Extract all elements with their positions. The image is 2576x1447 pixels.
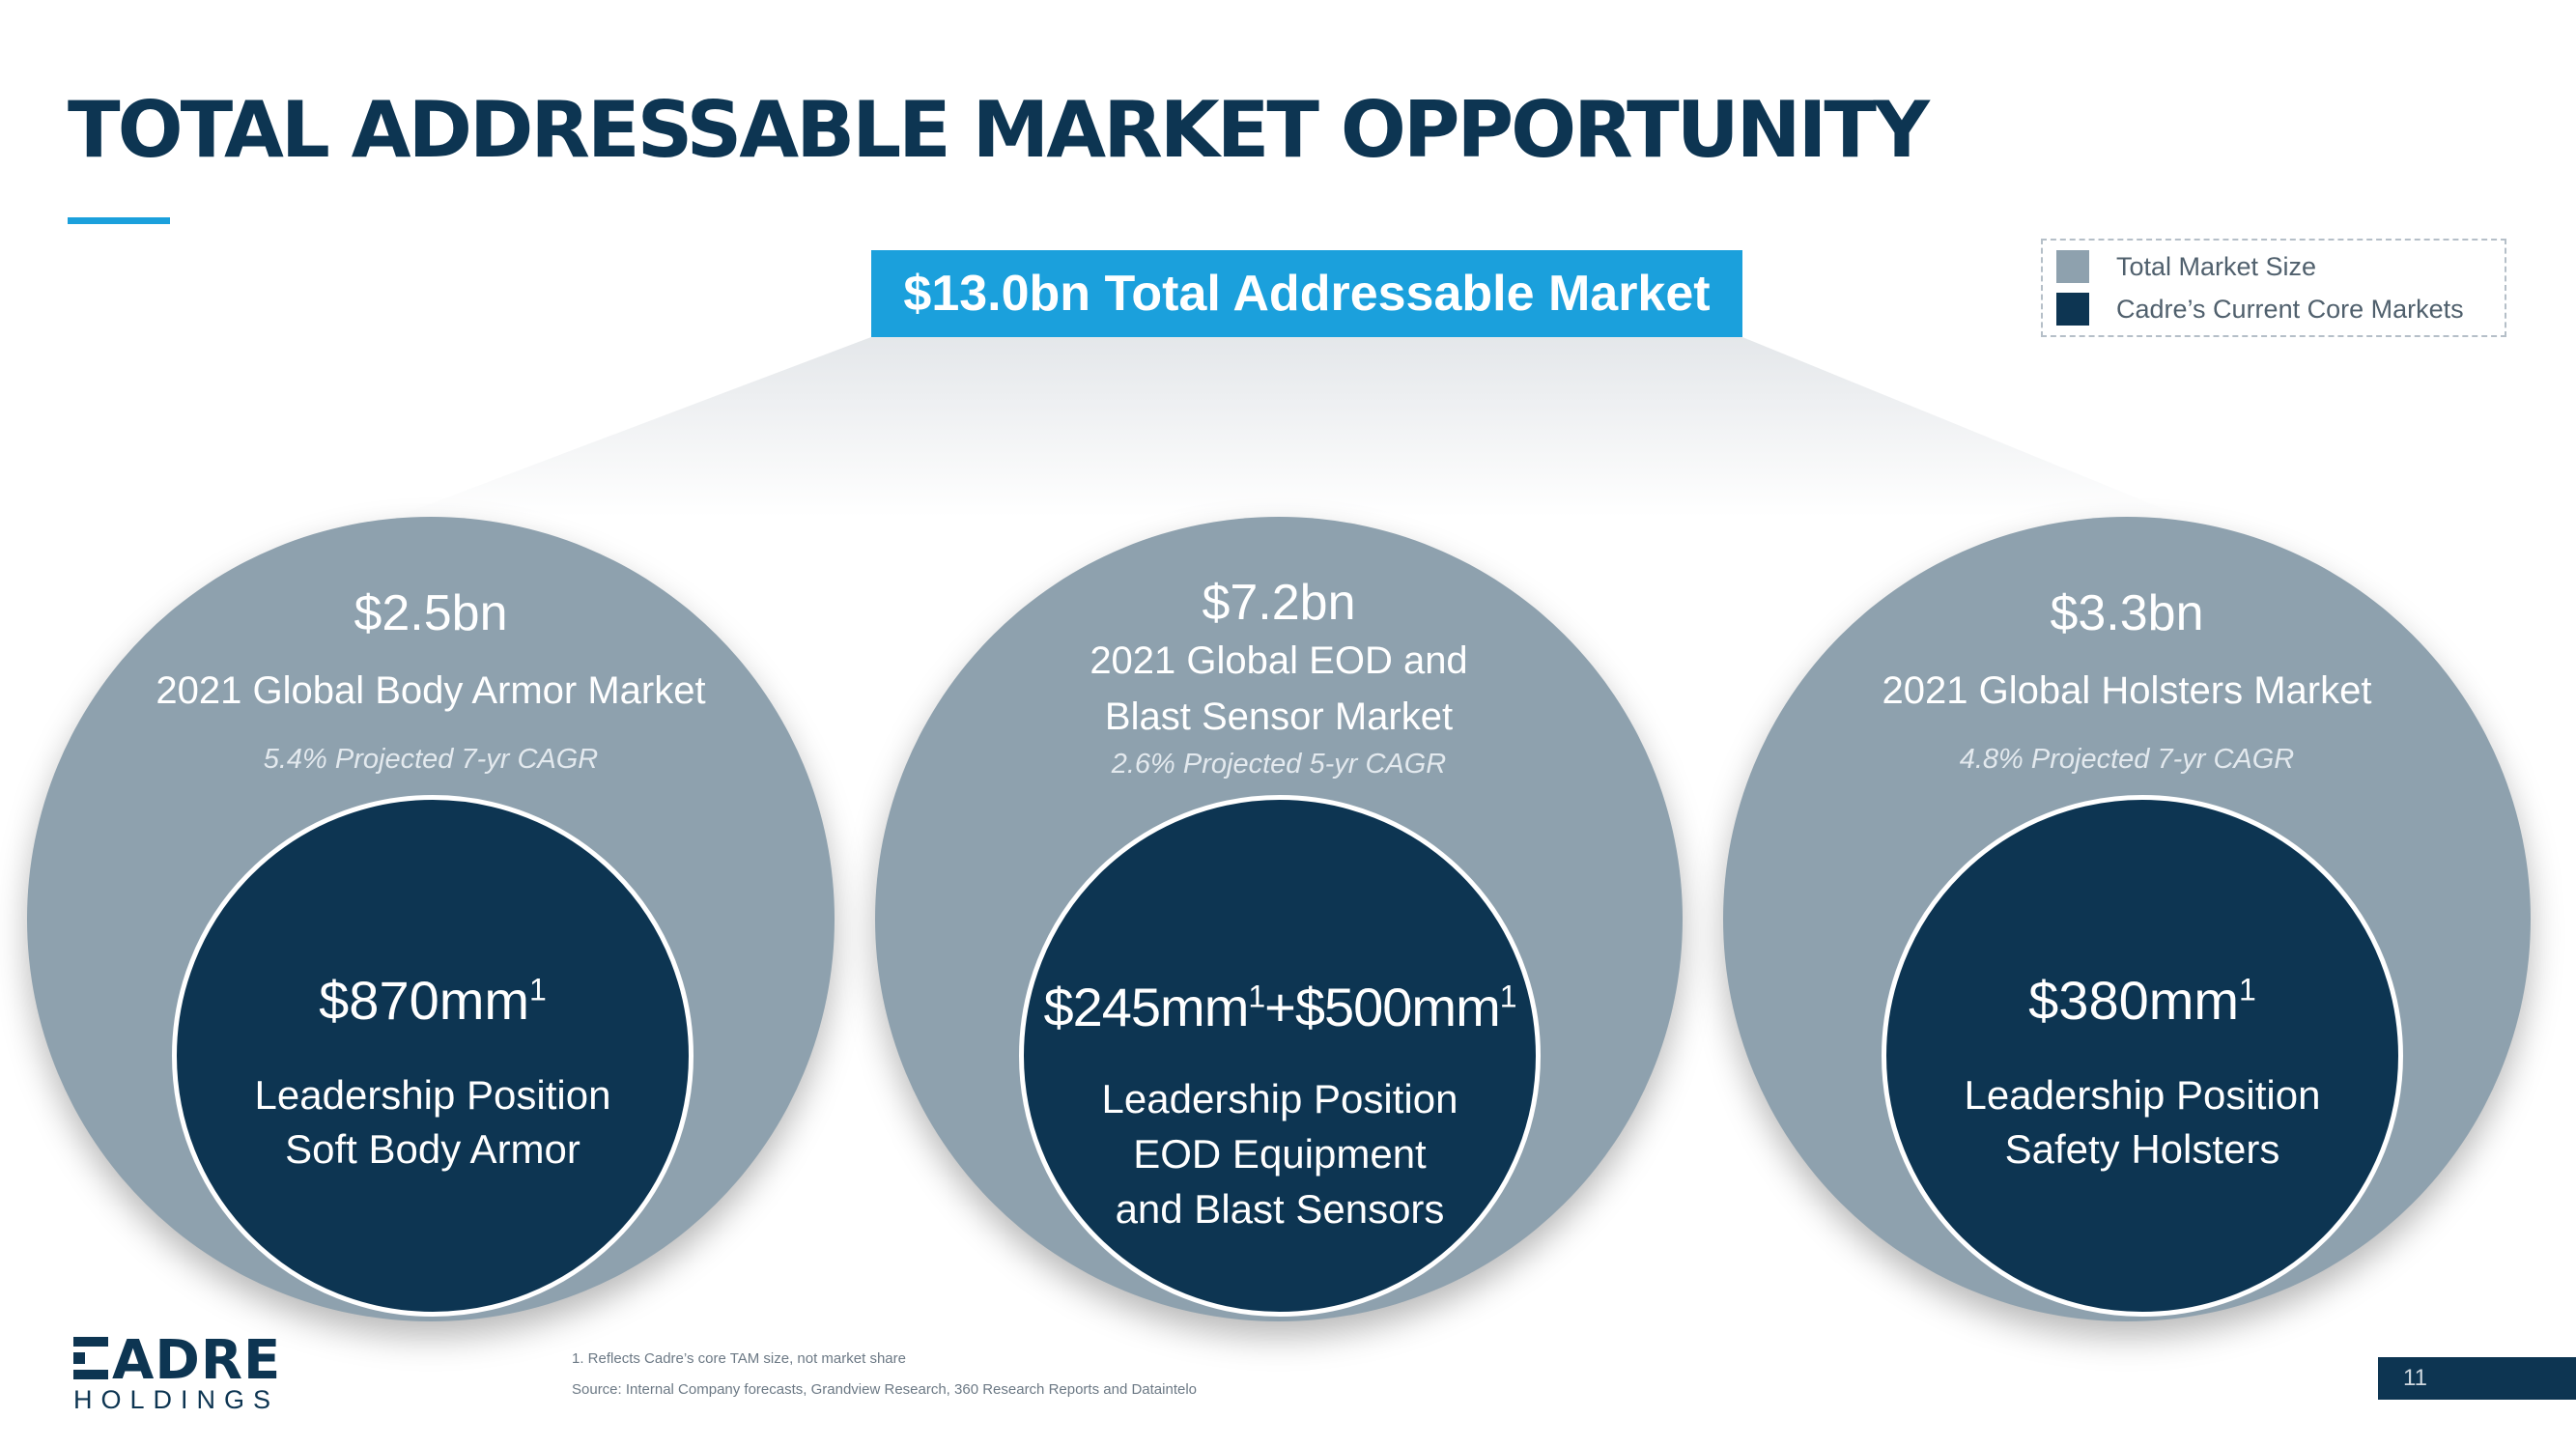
market-name-line1: 2021 Global EOD and bbox=[1090, 639, 1468, 682]
page-title: TOTAL ADDRESSABLE MARKET OPPORTUNITY bbox=[68, 85, 1930, 175]
market-name: 2021 Global Holsters Market bbox=[1882, 669, 2372, 712]
market-cagr: 2.6% Projected 5-yr CAGR bbox=[1111, 749, 1447, 780]
market-cagr: 5.4% Projected 7-yr CAGR bbox=[263, 744, 599, 775]
market-value: $2.5bn bbox=[354, 585, 508, 641]
legend-label: Cadre’s Current Core Markets bbox=[2116, 294, 2464, 324]
core-position: Leadership Position bbox=[1101, 1076, 1458, 1121]
source-note: Source: Internal Company forecasts, Gran… bbox=[572, 1381, 1197, 1398]
core-segment-line1: EOD Equipment bbox=[1133, 1131, 1427, 1177]
page-number: 11 bbox=[2403, 1365, 2427, 1391]
market-name-line2: Blast Sensor Market bbox=[1104, 695, 1454, 738]
logo-wordmark: ADRE bbox=[112, 1329, 282, 1392]
logo-c-mark-icon bbox=[73, 1337, 108, 1379]
company-logo: ADRE HOLDINGS bbox=[73, 1329, 286, 1420]
market-value: $7.2bn bbox=[1202, 575, 1356, 631]
core-market-value: $870mm1 bbox=[319, 970, 547, 1031]
core-segment-line2: and Blast Sensors bbox=[1115, 1186, 1445, 1232]
core-segment: Safety Holsters bbox=[2004, 1126, 2280, 1172]
core-position: Leadership Position bbox=[254, 1072, 611, 1118]
core-market-value: $245mm1+$500mm1 bbox=[1043, 977, 1516, 1037]
core-position: Leadership Position bbox=[1964, 1072, 2321, 1118]
legend: Total Market Size Cadre’s Current Core M… bbox=[2041, 239, 2506, 337]
core-segment: Soft Body Armor bbox=[285, 1126, 580, 1172]
core-circle-holsters bbox=[1882, 795, 2403, 1317]
legend-swatch-core bbox=[2056, 293, 2089, 326]
core-circle-body-armor bbox=[172, 795, 694, 1317]
market-value: $3.3bn bbox=[2050, 585, 2204, 641]
market-cagr: 4.8% Projected 7-yr CAGR bbox=[1959, 744, 2295, 775]
legend-swatch-total bbox=[2056, 250, 2089, 283]
footnote: 1. Reflects Cadre’s core TAM size, not m… bbox=[572, 1350, 906, 1367]
title-accent-rule bbox=[68, 217, 170, 224]
tam-banner: $13.0bn Total Addressable Market bbox=[871, 250, 1742, 337]
legend-item-core-markets: Cadre’s Current Core Markets bbox=[2056, 291, 2464, 327]
legend-item-total-market: Total Market Size bbox=[2056, 248, 2316, 285]
legend-label: Total Market Size bbox=[2116, 251, 2317, 281]
page-number-bar: 11 bbox=[2378, 1357, 2576, 1400]
logo-subtitle: HOLDINGS bbox=[73, 1385, 280, 1414]
core-circle-eod bbox=[1019, 795, 1541, 1317]
core-market-value: $380mm1 bbox=[2028, 970, 2256, 1031]
market-name: 2021 Global Body Armor Market bbox=[156, 669, 706, 712]
